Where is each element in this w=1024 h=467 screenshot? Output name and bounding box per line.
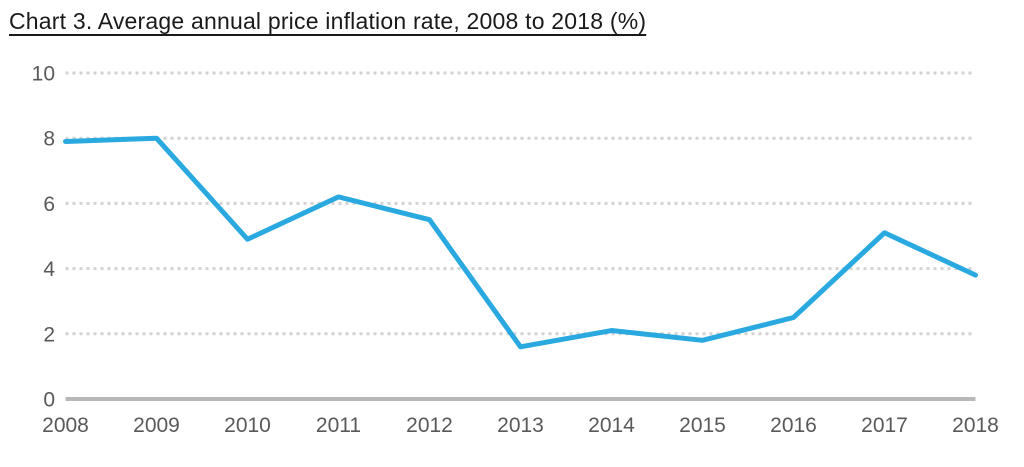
x-tick-label: 2008 <box>42 414 89 437</box>
y-tick-label: 4 <box>43 258 55 281</box>
x-tick-label: 2009 <box>133 414 180 437</box>
x-tick-label: 2012 <box>406 414 453 437</box>
x-tick-label: 2016 <box>770 414 817 437</box>
y-tick-label: 8 <box>43 128 55 151</box>
x-tick-label: 2018 <box>952 414 999 437</box>
y-tick-label: 10 <box>32 63 55 86</box>
inflation-rate-series-line <box>63 135 978 350</box>
x-tick-label: 2015 <box>679 414 726 437</box>
y-tick-label: 6 <box>43 193 55 216</box>
y-tick-label: 2 <box>43 323 55 346</box>
x-tick-label: 2010 <box>224 414 271 437</box>
x-tick-label: 2011 <box>316 414 361 437</box>
x-tick-label: 2014 <box>588 414 635 437</box>
x-tick-label: 2017 <box>861 414 908 437</box>
chart-title: Chart 3. Average annual price inflation … <box>9 8 647 34</box>
x-tick-label: 2013 <box>497 414 544 437</box>
y-tick-label: 0 <box>43 389 55 412</box>
